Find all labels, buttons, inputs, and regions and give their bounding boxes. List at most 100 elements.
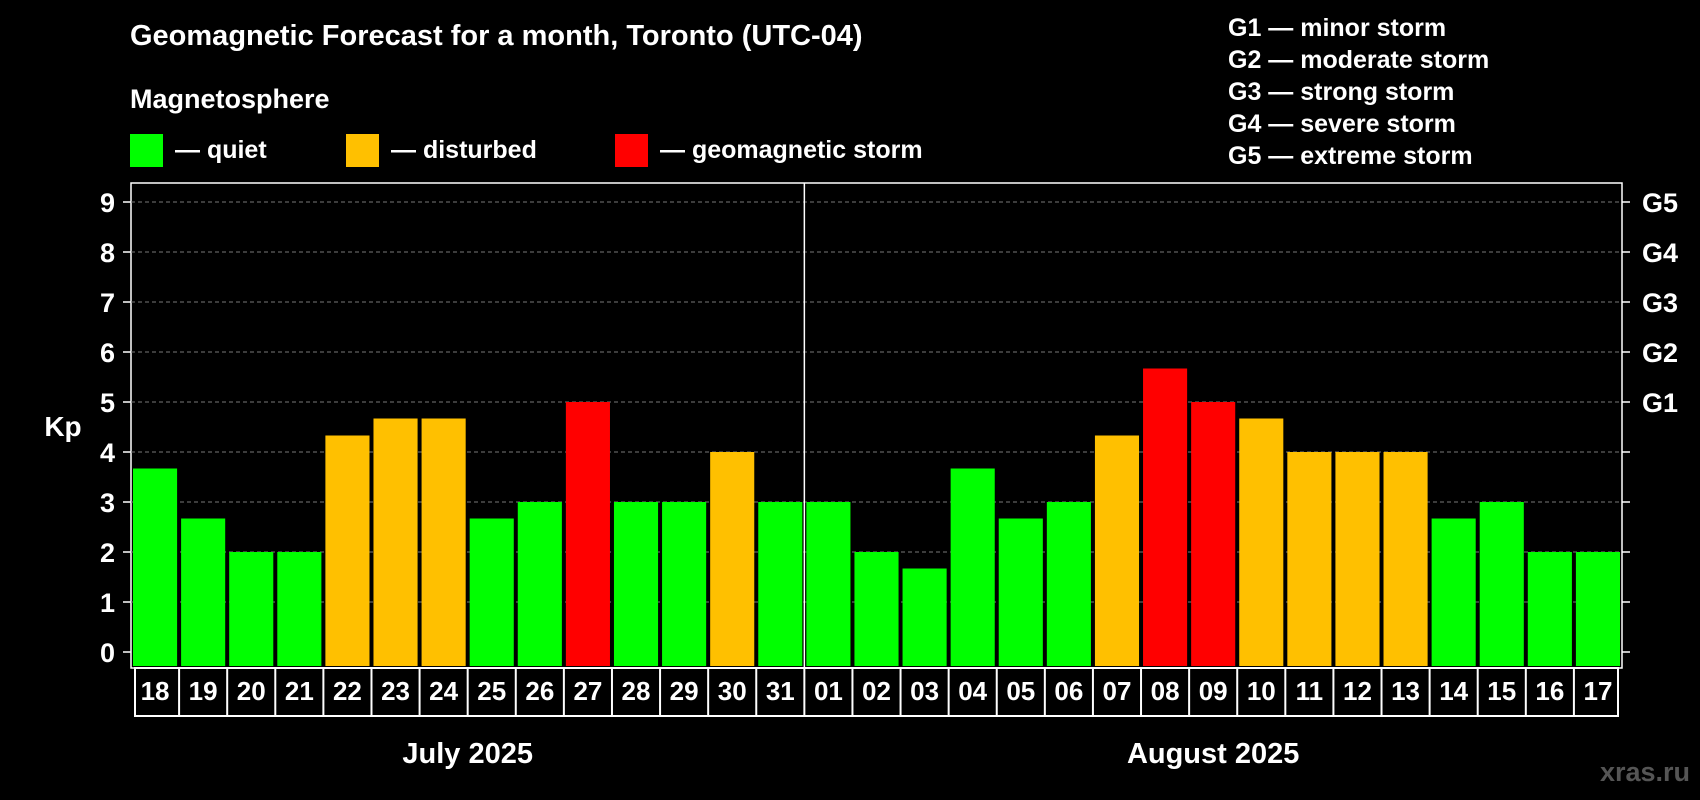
bar-21 [1143, 368, 1188, 666]
right-axis-label-g2: G2 [1642, 338, 1678, 368]
y-tick-label-6: 6 [100, 338, 115, 368]
bar-0 [133, 468, 178, 666]
right-axis-label-g4: G4 [1642, 238, 1678, 268]
bar-13 [758, 502, 803, 666]
day-label-7: 25 [477, 676, 506, 706]
legend-item-storm: — geomagnetic storm [615, 133, 923, 167]
storm-level-g5: G5 — extreme storm [1228, 142, 1473, 170]
day-label-2: 20 [237, 676, 266, 706]
day-label-18: 05 [1006, 676, 1035, 706]
day-label-25: 12 [1343, 676, 1372, 706]
month-label-0: July 2025 [402, 738, 533, 770]
legend-swatch-disturbed [346, 133, 379, 167]
bar-12 [710, 452, 755, 666]
day-labels-frame [134, 667, 1619, 717]
day-label-24: 11 [1296, 676, 1324, 706]
day-label-11: 29 [670, 676, 699, 706]
legend-title: Magnetosphere [130, 84, 330, 114]
storm-levels-list: G1 — minor storm G2 — moderate storm G3 … [1228, 12, 1489, 172]
bar-28 [1479, 502, 1524, 666]
bar-30 [1575, 552, 1620, 666]
bar-20 [1094, 435, 1140, 666]
day-label-21: 08 [1151, 676, 1180, 706]
day-label-14: 01 [814, 676, 843, 706]
bar-11 [662, 502, 707, 666]
y-axis-label: Kp [44, 411, 81, 442]
legend-item-quiet: — quiet [130, 133, 267, 167]
legend-label-quiet: — quiet [175, 135, 267, 164]
bar-18 [998, 518, 1043, 666]
day-label-9: 27 [573, 676, 602, 706]
bar-24 [1287, 452, 1332, 666]
day-label-22: 09 [1199, 676, 1228, 706]
day-label-16: 03 [910, 676, 939, 706]
day-label-12: 30 [718, 676, 747, 706]
storm-level-g2: G2 — moderate storm [1228, 46, 1490, 74]
bar-14 [806, 502, 851, 666]
day-label-10: 28 [622, 676, 651, 706]
right-axis-label-g1: G1 [1642, 388, 1678, 418]
day-label-13: 31 [766, 676, 795, 706]
day-label-6: 24 [429, 676, 458, 706]
bar-26 [1383, 452, 1428, 666]
legend-label-storm: — geomagnetic storm [660, 135, 923, 164]
y-tick-label-2: 2 [100, 538, 115, 568]
y-tick-label-0: 0 [100, 638, 115, 668]
y-tick-label-9: 9 [100, 188, 115, 218]
day-label-20: 07 [1103, 676, 1132, 706]
bar-2 [229, 552, 274, 666]
day-label-19: 06 [1054, 676, 1083, 706]
day-label-26: 13 [1391, 676, 1420, 706]
bar-8 [517, 502, 562, 666]
bar-10 [613, 502, 659, 666]
bar-25 [1335, 452, 1380, 666]
day-label-15: 02 [862, 676, 891, 706]
day-label-4: 22 [333, 676, 362, 706]
y-tick-label-1: 1 [100, 588, 115, 618]
bar-17 [950, 468, 995, 666]
day-label-27: 14 [1439, 676, 1468, 706]
y-tick-label-4: 4 [100, 438, 115, 468]
right-axis-label-g3: G3 [1642, 288, 1678, 318]
y-tick-label-7: 7 [100, 288, 115, 318]
bar-22 [1191, 402, 1236, 666]
bar-9 [565, 402, 610, 666]
bar-19 [1046, 502, 1091, 666]
bar-5 [373, 418, 418, 666]
bar-6 [421, 418, 466, 666]
month-label-1: August 2025 [1127, 738, 1299, 770]
y-tick-label-5: 5 [100, 388, 115, 418]
day-label-5: 23 [381, 676, 410, 706]
bar-29 [1527, 552, 1572, 666]
legend-item-disturbed: — disturbed [346, 133, 537, 167]
day-label-0: 18 [141, 676, 170, 706]
day-label-17: 04 [958, 676, 987, 706]
y-tick-label-8: 8 [100, 238, 115, 268]
storm-level-g4: G4 — severe storm [1228, 110, 1456, 138]
storm-level-g1: G1 — minor storm [1228, 14, 1447, 42]
day-label-3: 21 [285, 676, 314, 706]
day-label-28: 15 [1487, 676, 1516, 706]
bar-16 [902, 568, 947, 666]
day-label-8: 26 [525, 676, 554, 706]
day-label-1: 19 [189, 676, 218, 706]
y-tick-label-3: 3 [100, 488, 115, 518]
watermark: xras.ru [1599, 757, 1690, 787]
right-axis-label-g5: G5 [1642, 188, 1678, 218]
legend-label-disturbed: — disturbed [391, 135, 537, 164]
bar-27 [1431, 518, 1476, 666]
day-label-23: 10 [1247, 676, 1276, 706]
bar-15 [854, 552, 899, 666]
bar-7 [469, 518, 514, 666]
storm-level-g3: G3 — strong storm [1228, 78, 1455, 106]
day-label-30: 17 [1583, 676, 1612, 706]
day-label-29: 16 [1535, 676, 1564, 706]
legend-swatch-storm [615, 133, 648, 167]
legend-swatch-quiet [130, 133, 163, 167]
bar-3 [277, 552, 322, 666]
bar-1 [181, 518, 226, 666]
bar-23 [1239, 418, 1284, 666]
chart-title: Geomagnetic Forecast for a month, Toront… [130, 20, 863, 52]
bar-4 [325, 435, 370, 666]
